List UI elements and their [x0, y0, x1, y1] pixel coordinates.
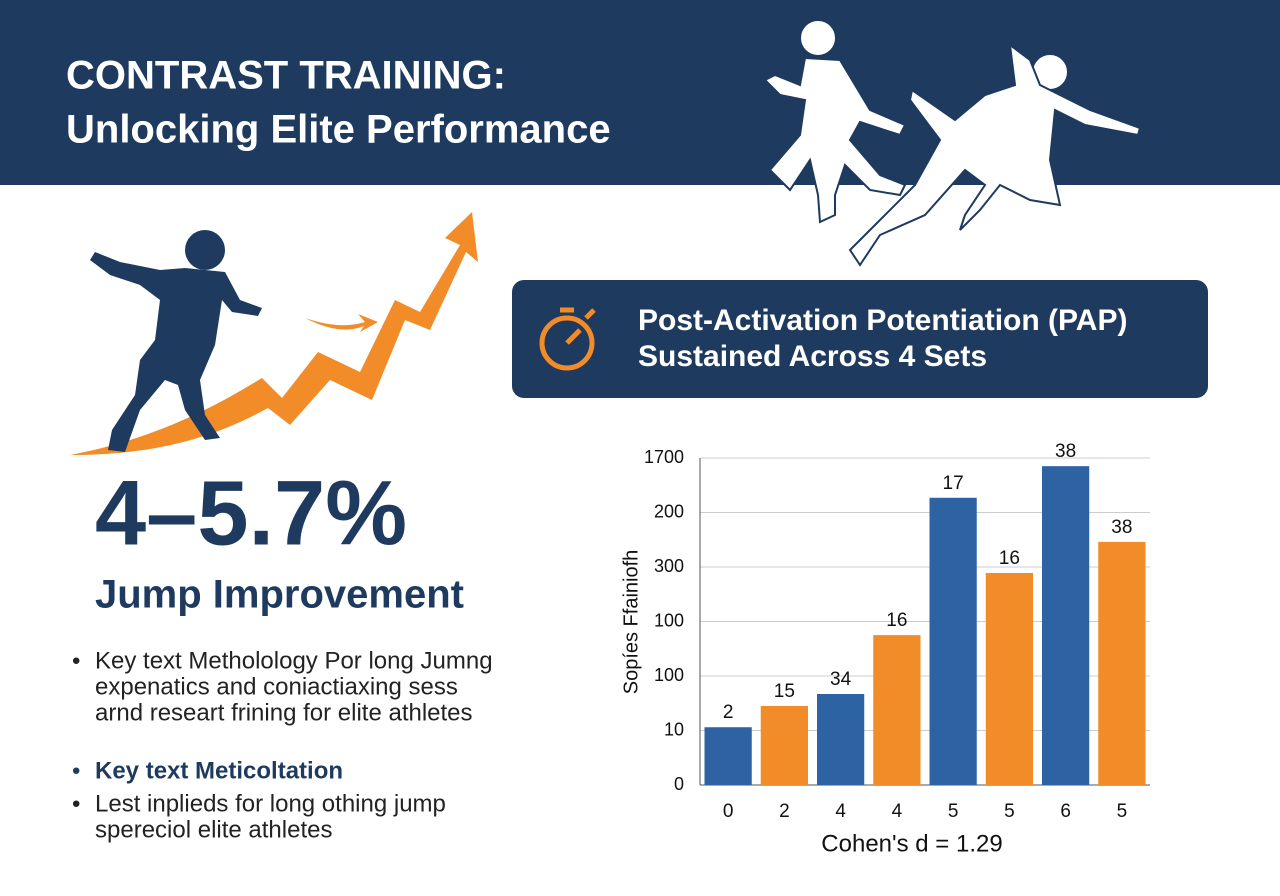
- bar: [704, 727, 752, 785]
- y-tick-label: 0: [674, 774, 684, 794]
- bar: [873, 635, 921, 785]
- runner-left: [90, 230, 262, 452]
- bullet-dot: •: [72, 647, 80, 674]
- bullet-dot: •: [72, 757, 80, 784]
- rising-arrow: [70, 212, 478, 455]
- data-label: 2: [723, 702, 734, 723]
- y-tick-label: 200: [654, 501, 684, 521]
- header-band: [0, 0, 1280, 185]
- bar: [1098, 541, 1146, 785]
- title: Unlocking Elite Performance: [66, 108, 611, 152]
- data-label: 38: [1111, 517, 1132, 538]
- bullet-text: expenatics and coniactiaxing sess: [95, 673, 458, 700]
- x-tick-label: 5: [1117, 801, 1128, 822]
- y-tick-label: 100: [654, 610, 684, 630]
- callout-box: [512, 280, 1208, 398]
- bullet-text: Key text Metholology Por long Jumng: [95, 647, 493, 674]
- x-tick-label: 4: [892, 801, 903, 822]
- x-tick-label: 5: [1004, 801, 1015, 822]
- x-tick-label: 5: [948, 801, 959, 822]
- bar: [1042, 466, 1090, 785]
- data-label: 17: [943, 473, 964, 494]
- data-label: 16: [886, 610, 907, 631]
- bullet-text: Lest inplieds for long othing jump: [95, 790, 446, 817]
- bullet-text: spereciol elite athletes: [95, 816, 332, 843]
- x-tick-label: 0: [723, 801, 734, 822]
- callout-text: Sustained Across 4 Sets: [638, 340, 987, 373]
- y-axis-label: Sopíes Ffainiofh: [620, 550, 642, 695]
- small-arrow: [305, 314, 378, 332]
- bullet-dot: •: [72, 790, 80, 817]
- data-label: 16: [999, 548, 1020, 569]
- stat-value: 4–5.7%: [95, 462, 407, 564]
- x-tick-label: 2: [779, 801, 790, 822]
- stat-label: Jump Improvement: [95, 573, 464, 617]
- y-tick-label: 100: [654, 665, 684, 685]
- runners: [763, 19, 1142, 267]
- y-tick-label: 10: [664, 719, 684, 739]
- data-label: 38: [1055, 441, 1076, 462]
- bullet-heading: Key text Meticoltation: [95, 757, 343, 784]
- title: CONTRAST TRAINING:: [66, 54, 506, 98]
- bar: [760, 705, 808, 785]
- data-label: 34: [830, 669, 852, 690]
- bar: [985, 572, 1033, 785]
- x-tick-label: 4: [835, 801, 846, 822]
- stopwatch-icon: [539, 307, 596, 371]
- x-tick-label: 6: [1060, 801, 1071, 822]
- y-tick-label: 300: [654, 556, 684, 576]
- bar: [817, 693, 865, 785]
- bullet-text: arnd researt frining for elite athletes: [95, 699, 473, 726]
- y-tick-label: 1700: [644, 447, 684, 467]
- bar: [929, 497, 977, 785]
- data-label: 15: [774, 681, 795, 702]
- callout-text: Post-Activation Potentiation (PAP): [638, 304, 1127, 337]
- x-axis-label: Cohen's d = 1.29: [821, 830, 1002, 857]
